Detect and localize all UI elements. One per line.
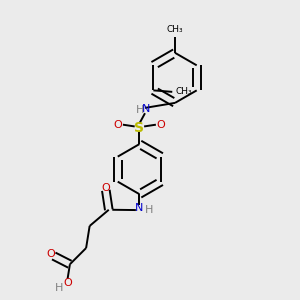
Text: H: H	[145, 205, 153, 215]
Text: O: O	[47, 249, 56, 259]
Text: N: N	[135, 203, 144, 213]
Text: O: O	[101, 183, 110, 193]
Text: S: S	[134, 121, 144, 135]
Text: H: H	[136, 105, 144, 115]
Text: O: O	[63, 278, 72, 287]
Text: H: H	[55, 283, 64, 293]
Text: N: N	[142, 104, 150, 114]
Text: CH₃: CH₃	[167, 25, 183, 34]
Text: CH₃: CH₃	[176, 87, 192, 96]
Text: O: O	[156, 120, 165, 130]
Text: O: O	[114, 120, 123, 130]
